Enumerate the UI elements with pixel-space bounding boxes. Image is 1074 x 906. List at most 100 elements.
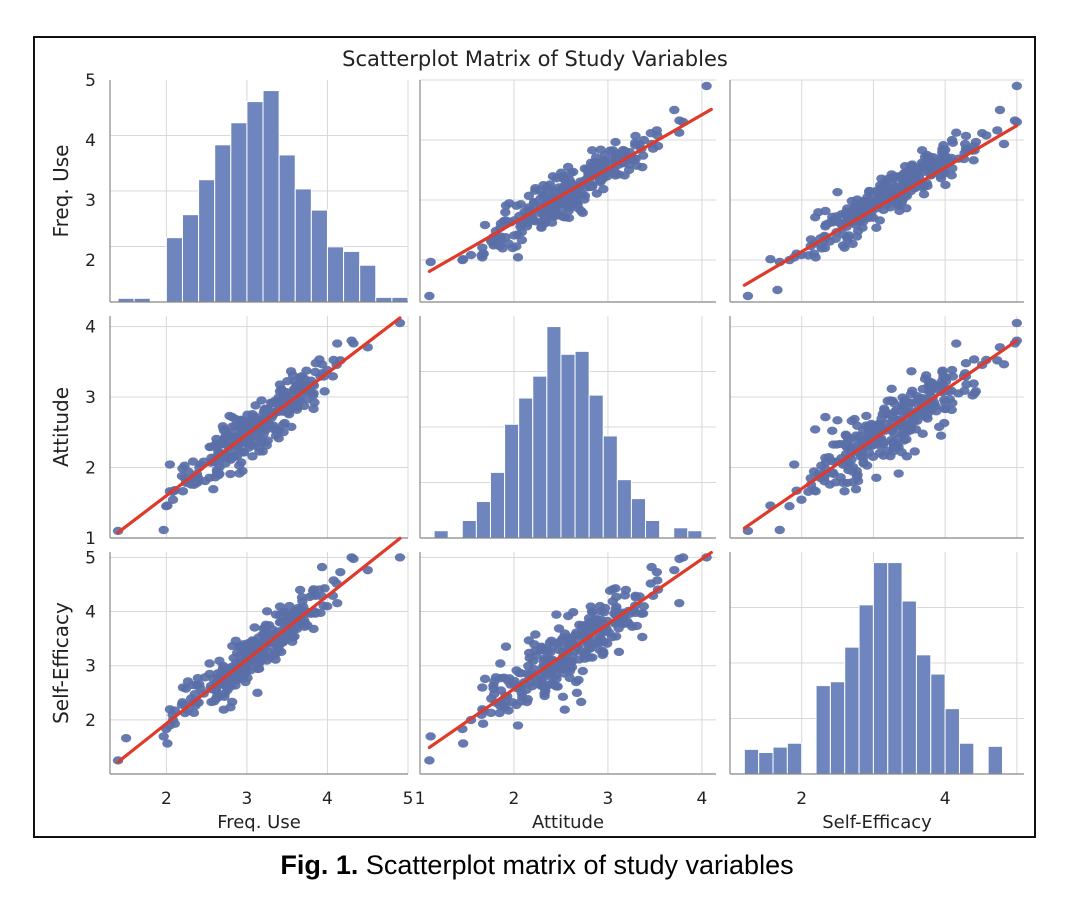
scatter-point — [505, 680, 516, 689]
scatter-point — [603, 628, 615, 637]
panel-attitude-vs-freq — [109, 316, 409, 539]
scatter-point — [627, 622, 638, 631]
histogram-bar — [475, 501, 491, 539]
panel-attitude-vs-attitude — [419, 316, 716, 539]
scatter-point — [824, 237, 836, 246]
scatter-point — [573, 675, 584, 685]
x-tick-label: 1 — [415, 789, 426, 809]
scatter-point — [479, 674, 491, 684]
scatter-point — [514, 668, 525, 678]
scatter-point — [191, 681, 203, 690]
scatter-point — [651, 567, 663, 577]
scatter-point — [581, 183, 592, 192]
scatter-point — [1011, 318, 1023, 328]
histogram-bar — [588, 394, 604, 539]
scatter-point — [968, 355, 980, 364]
scatter-point — [234, 469, 245, 478]
scatter-point — [494, 701, 506, 710]
regression-line — [427, 550, 713, 750]
scatter-point — [273, 642, 284, 651]
scatter-point — [511, 700, 522, 710]
scatter-point — [878, 451, 889, 460]
scatter-point — [824, 480, 836, 489]
scatter-point — [849, 414, 860, 424]
scatter-point — [805, 235, 817, 244]
y-tick-label: 3 — [85, 191, 96, 211]
scatter-point — [500, 201, 512, 210]
scatter-point — [765, 255, 776, 264]
scatter-point — [947, 372, 959, 381]
y-axis-label-attitude: Attitude — [49, 387, 73, 467]
scatter-point — [494, 234, 506, 243]
scatter-point — [959, 386, 970, 395]
scatter-point — [809, 425, 821, 434]
panel-freq-vs-attitude — [419, 79, 716, 303]
panel-self-vs-freq — [109, 536, 409, 775]
scatter-point — [871, 223, 882, 233]
scatter-point — [841, 232, 853, 242]
scatter-point — [595, 175, 606, 185]
scatter-point — [335, 567, 346, 577]
scatter-point — [161, 501, 172, 511]
scatter-point — [530, 646, 541, 656]
scatter-point — [892, 200, 903, 209]
scatter-point — [595, 638, 606, 647]
scatter-point — [652, 141, 664, 151]
scatter-point — [968, 379, 979, 388]
scatter-point — [230, 636, 241, 645]
scatter-point — [296, 593, 308, 602]
scatter-point — [568, 167, 579, 177]
scatter-point — [274, 380, 286, 389]
scatter-point — [218, 705, 229, 714]
y-axis-label-self: Self-Efficacy — [49, 602, 73, 724]
scatter-point — [992, 126, 1003, 135]
scatter-point — [299, 401, 310, 411]
regression-line — [116, 316, 402, 535]
scatter-point — [551, 664, 562, 674]
scatter-point — [839, 243, 850, 252]
scatter-point — [898, 398, 910, 407]
y-tick-label: 4 — [85, 131, 96, 151]
y-tick-label: 3 — [85, 388, 96, 408]
scatter-point — [523, 191, 535, 201]
scatter-point — [852, 470, 863, 480]
histogram-bar — [944, 708, 960, 775]
histogram-bar — [887, 562, 903, 775]
scatter-point — [939, 418, 950, 428]
scatter-point — [844, 434, 856, 444]
scatter-point — [489, 677, 500, 686]
scatter-point — [308, 404, 319, 414]
scatter-point — [674, 598, 685, 608]
scatter-point — [772, 285, 783, 295]
scatter-point — [630, 593, 641, 602]
scatter-point — [283, 630, 295, 640]
y-tick-label: 4 — [85, 318, 96, 338]
panel-self-vs-attitude — [419, 550, 716, 775]
scatter-point — [595, 607, 606, 616]
histogram-bar — [230, 122, 248, 303]
scatter-point — [701, 81, 712, 91]
scatter-point — [893, 469, 904, 478]
scatter-point — [575, 697, 587, 707]
regression-line — [742, 123, 1019, 287]
scatter-point — [935, 431, 947, 440]
scatter-point — [803, 251, 814, 260]
scatter-point — [214, 691, 225, 700]
scatter-point — [911, 391, 923, 401]
scatter-point — [586, 146, 598, 155]
scatter-point — [495, 659, 506, 668]
scatter-point — [610, 151, 622, 160]
scatter-point — [584, 644, 596, 653]
histogram-bar — [645, 520, 661, 539]
x-axis-label-self: Self-Efficacy — [822, 812, 932, 833]
scatter-point — [424, 756, 435, 765]
histogram-bar — [391, 296, 409, 303]
scatter-point — [294, 585, 306, 595]
histogram-bar — [165, 237, 183, 303]
scatter-point — [774, 525, 785, 535]
scatter-point — [611, 592, 622, 602]
scatter-point — [820, 412, 831, 422]
scatter-point — [559, 213, 570, 222]
scatter-point — [630, 140, 641, 150]
scatter-point — [559, 664, 571, 673]
